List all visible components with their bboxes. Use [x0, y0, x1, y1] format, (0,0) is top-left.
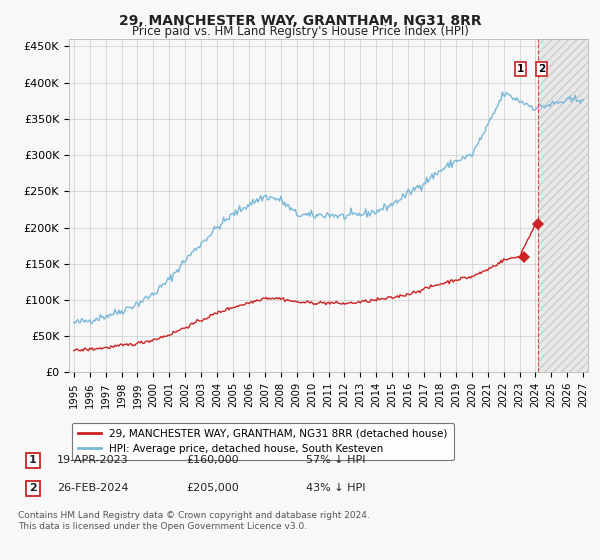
- Text: £160,000: £160,000: [186, 455, 239, 465]
- Text: 29, MANCHESTER WAY, GRANTHAM, NG31 8RR: 29, MANCHESTER WAY, GRANTHAM, NG31 8RR: [119, 14, 481, 28]
- Text: Contains HM Land Registry data © Crown copyright and database right 2024.: Contains HM Land Registry data © Crown c…: [18, 511, 370, 520]
- Bar: [538, 39, 588, 372]
- Text: 43% ↓ HPI: 43% ↓ HPI: [306, 483, 365, 493]
- Text: £205,000: £205,000: [186, 483, 239, 493]
- Text: 26-FEB-2024: 26-FEB-2024: [57, 483, 128, 493]
- Legend: 29, MANCHESTER WAY, GRANTHAM, NG31 8RR (detached house), HPI: Average price, det: 29, MANCHESTER WAY, GRANTHAM, NG31 8RR (…: [71, 423, 454, 460]
- Bar: [538, 39, 588, 372]
- Text: 19-APR-2023: 19-APR-2023: [57, 455, 129, 465]
- Text: This data is licensed under the Open Government Licence v3.0.: This data is licensed under the Open Gov…: [18, 522, 307, 531]
- Text: Price paid vs. HM Land Registry's House Price Index (HPI): Price paid vs. HM Land Registry's House …: [131, 25, 469, 38]
- Text: 2: 2: [538, 64, 545, 74]
- Text: 1: 1: [29, 455, 37, 465]
- Text: 57% ↓ HPI: 57% ↓ HPI: [306, 455, 365, 465]
- Text: 2: 2: [29, 483, 37, 493]
- Text: 1: 1: [517, 64, 524, 74]
